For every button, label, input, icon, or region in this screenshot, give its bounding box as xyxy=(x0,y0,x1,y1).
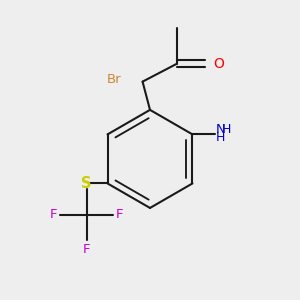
Text: S: S xyxy=(82,176,92,191)
Text: O: O xyxy=(213,57,224,71)
Text: F: F xyxy=(83,244,91,256)
Text: N: N xyxy=(216,123,226,136)
Text: H: H xyxy=(221,123,231,136)
Text: F: F xyxy=(116,208,123,221)
Text: Br: Br xyxy=(107,73,122,86)
Text: F: F xyxy=(50,208,58,221)
Text: H: H xyxy=(216,131,226,145)
